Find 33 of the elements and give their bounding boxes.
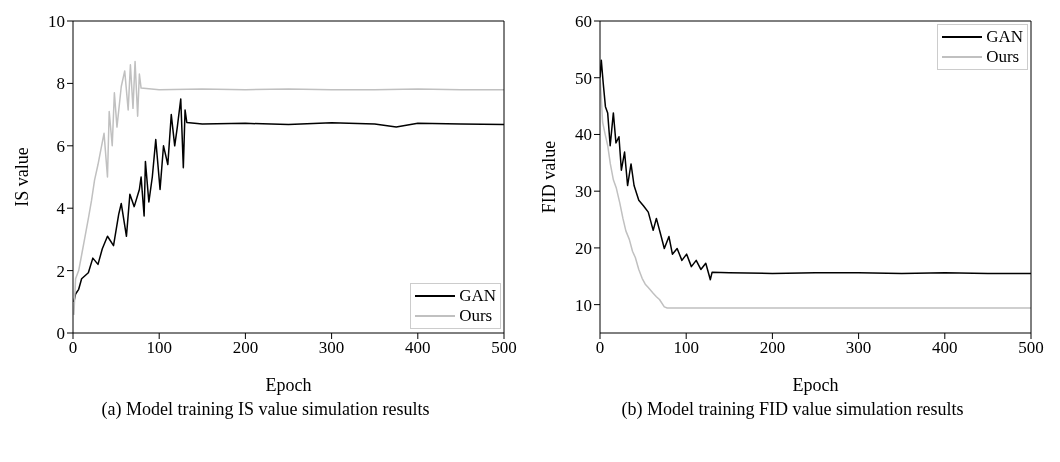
y-tick-label: 4 (56, 199, 66, 219)
legend-label: Ours (986, 47, 1020, 67)
x-tick-label: 0 (595, 338, 605, 358)
y-tick-label: 10 (575, 295, 592, 315)
y-tick-label: 60 (575, 12, 592, 32)
x-tick-label: 400 (405, 338, 431, 358)
text: (a) Model training IS value simulation results (100, 399, 431, 420)
legend-label: GAN (986, 27, 1023, 47)
y-tick-label: 30 (575, 182, 592, 202)
x-tick-label: 300 (845, 338, 872, 358)
x-tick-label: 300 (318, 338, 345, 358)
legend-label: Ours (459, 306, 493, 326)
x-tick-label: 500 (1018, 338, 1044, 358)
x-tick-label: 100 (146, 338, 172, 358)
x-tick-label: 200 (759, 338, 786, 358)
x-tick-label: 400 (932, 338, 958, 358)
y-axis-title: FID value (539, 140, 560, 214)
y-tick-label: 8 (56, 74, 65, 94)
x-tick-label: 100 (673, 338, 699, 358)
y-tick-label: 50 (575, 68, 592, 88)
y-tick-label: 10 (48, 12, 65, 32)
x-axis-title: Epoch (265, 375, 312, 395)
y-tick-label: 6 (56, 136, 65, 156)
y-axis-title: IS value (12, 147, 33, 207)
y-tick-label: 20 (575, 238, 592, 258)
x-tick-label: 200 (232, 338, 259, 358)
x-tick-label: 500 (491, 338, 517, 358)
x-axis-title: Epoch (792, 375, 839, 395)
y-tick-label: 0 (56, 324, 65, 344)
y-tick-label: 2 (56, 261, 65, 281)
legend-label: GAN (459, 286, 496, 306)
text: (b) Model training FID value simulation results (620, 399, 965, 420)
y-tick-label: 40 (575, 125, 592, 145)
